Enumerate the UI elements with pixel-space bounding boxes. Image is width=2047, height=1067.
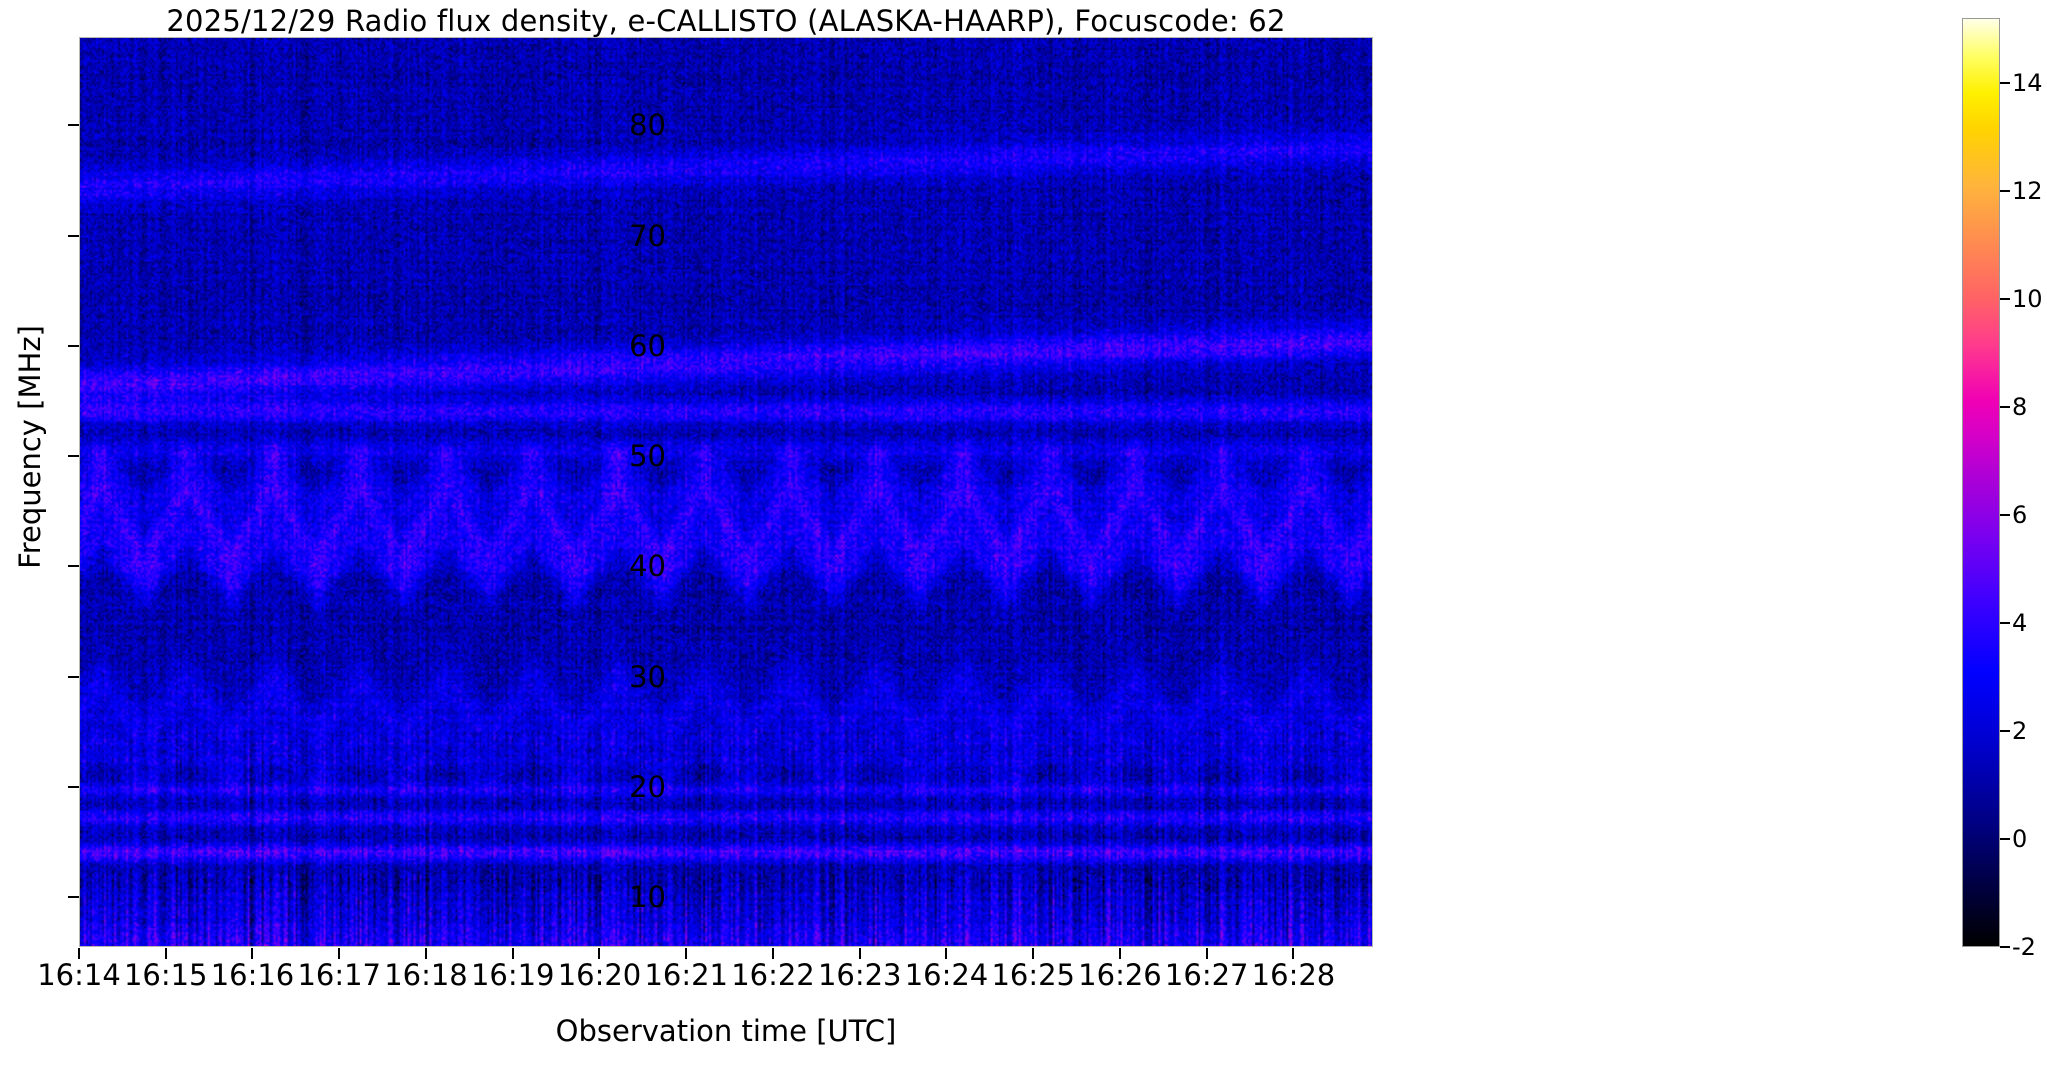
y-axis-tick-label: 70: [629, 218, 666, 253]
y-axis-tick-mark: [68, 124, 79, 127]
x-axis-tick-mark: [251, 948, 254, 959]
y-axis-tick-label: 40: [629, 549, 666, 584]
colorbar-tick-label: -2: [2012, 933, 2036, 961]
x-axis-tick-mark: [1032, 948, 1035, 959]
y-axis-tick-mark: [68, 675, 79, 678]
y-axis-tick-label: 60: [629, 328, 666, 363]
x-axis-tick-label: 16:22: [731, 958, 815, 992]
colorbar-tick-mark: [2000, 297, 2010, 300]
x-axis-tick-label: 16:28: [1251, 958, 1336, 992]
colorbar-tick-label: 12: [2012, 176, 2043, 205]
x-axis-tick-label: 16:21: [644, 958, 729, 992]
x-axis-tick-mark: [945, 948, 948, 959]
y-axis-tick-mark: [68, 786, 79, 789]
x-axis-tick-label: 16:20: [557, 958, 642, 992]
colorbar-tick-label: 4: [2012, 608, 2028, 637]
x-axis-tick-mark: [338, 948, 341, 959]
x-axis-tick-label: 16:25: [991, 958, 1076, 992]
colorbar-gradient: [1962, 18, 2000, 947]
x-axis-tick-label: 16:23: [817, 958, 902, 992]
y-axis-tick-label: 50: [629, 439, 666, 474]
x-axis-tick-label: 16:16: [210, 958, 295, 992]
spectrogram-plot-area: [79, 37, 1373, 947]
x-axis-tick-label: 16:14: [37, 958, 121, 992]
y-axis-tick-mark: [68, 344, 79, 347]
colorbar-tick-mark: [2000, 946, 2010, 948]
x-axis-label: Observation time [UTC]: [555, 1014, 897, 1048]
spectrogram-canvas: [80, 38, 1372, 946]
colorbar-tick-mark: [2000, 405, 2010, 408]
colorbar-tick-label: 6: [2012, 500, 2028, 529]
x-axis-tick-mark: [1292, 948, 1295, 959]
chart-title: 2025/12/29 Radio flux density, e-CALLIST…: [166, 4, 1286, 38]
y-axis-tick-mark: [68, 896, 79, 899]
x-axis-tick-mark: [1118, 948, 1121, 959]
x-axis-tick-label: 16:19: [470, 958, 555, 992]
x-axis-tick-label: 16:26: [1078, 958, 1162, 992]
x-axis-tick-mark: [164, 948, 167, 959]
colorbar-tick-label: 10: [2012, 284, 2043, 313]
colorbar-tick-mark: [2000, 837, 2010, 840]
y-axis-tick-mark: [68, 234, 79, 237]
x-axis-tick-mark: [424, 948, 427, 959]
colorbar-tick-label: 8: [2012, 392, 2028, 421]
x-axis-tick-mark: [858, 948, 861, 959]
x-axis-tick-mark: [771, 948, 774, 959]
colorbar-tick-label: 14: [2012, 68, 2043, 97]
x-axis-tick-label: 16:24: [904, 958, 989, 992]
colorbar-tick-label: 0: [2012, 824, 2028, 853]
x-axis-tick-mark: [685, 948, 688, 959]
y-axis-tick-label: 10: [629, 880, 666, 915]
x-axis-tick-label: 16:15: [123, 958, 208, 992]
x-axis-tick-label: 16:27: [1164, 958, 1249, 992]
colorbar-tick-mark: [2000, 189, 2010, 192]
y-axis-tick-label: 30: [629, 659, 666, 694]
y-axis-tick-label: 20: [629, 770, 666, 805]
colorbar-tick-mark: [2000, 513, 2010, 516]
x-axis-tick-mark: [598, 948, 601, 959]
x-axis-tick-label: 16:17: [297, 958, 382, 992]
colorbar-tick-mark: [2000, 729, 2010, 732]
y-axis-tick-mark: [68, 565, 79, 568]
colorbar-tick-mark: [2000, 621, 2010, 624]
y-axis-label: Frequency [MHz]: [13, 325, 47, 569]
colorbar-tick-mark: [2000, 81, 2010, 84]
y-axis-tick-mark: [68, 455, 79, 458]
y-axis-tick-label: 80: [629, 108, 666, 143]
x-axis-tick-mark: [511, 948, 514, 959]
x-axis-tick-mark: [1205, 948, 1208, 959]
x-axis-tick-mark: [78, 948, 80, 959]
colorbar-tick-label: 2: [2012, 716, 2028, 745]
x-axis-tick-label: 16:18: [384, 958, 468, 992]
